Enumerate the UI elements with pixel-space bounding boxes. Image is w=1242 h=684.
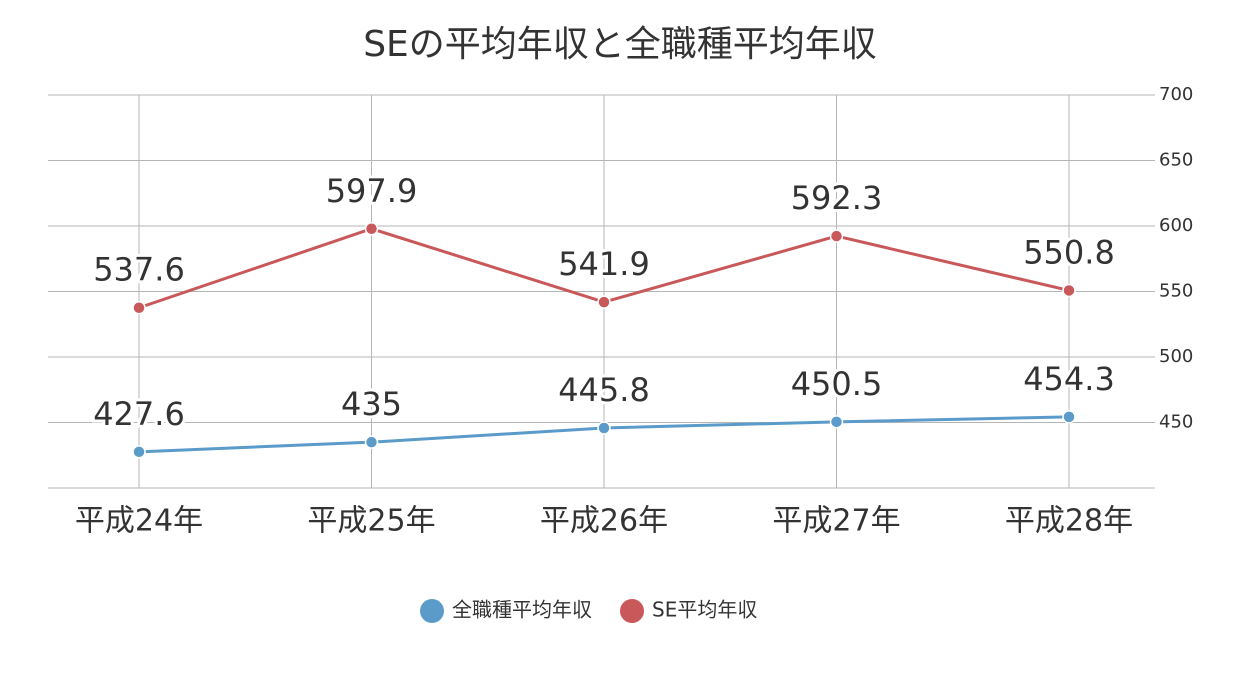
data-label: 450.5 — [791, 365, 883, 403]
x-tick-label: 平成24年 — [75, 504, 203, 539]
y-tick-label: 600 — [1159, 215, 1193, 236]
data-label: 597.9 — [326, 172, 418, 210]
legend-label: SE平均年収 — [652, 598, 757, 622]
data-point — [364, 435, 379, 449]
data-label: 427.6 — [93, 395, 185, 433]
data-label: 435 — [341, 385, 402, 423]
data-label: 537.6 — [93, 251, 185, 289]
y-tick-label: 700 — [1159, 84, 1193, 105]
y-tick-label: 550 — [1159, 281, 1193, 302]
x-tick-label: 平成27年 — [772, 504, 900, 539]
data-point — [132, 300, 146, 315]
x-tick-label: 平成28年 — [1005, 504, 1133, 539]
data-label: 592.3 — [791, 179, 883, 217]
data-label: 454.3 — [1023, 360, 1115, 398]
x-tick-label: 平成26年 — [540, 504, 668, 539]
y-tick-label: 650 — [1159, 150, 1193, 171]
data-point — [1062, 283, 1076, 298]
y-tick-label: 500 — [1159, 346, 1193, 367]
x-tick-label: 平成25年 — [307, 504, 435, 539]
legend: 全職種平均年収 SE平均年収 — [420, 598, 757, 623]
data-label: 445.8 — [558, 371, 650, 409]
data-point — [829, 415, 844, 429]
legend-marker — [620, 599, 644, 623]
data-label: 541.9 — [558, 245, 650, 283]
data-point — [132, 445, 146, 459]
legend-label: 全職種平均年収 — [452, 598, 592, 622]
data-point — [829, 229, 844, 243]
data-point — [597, 295, 611, 309]
data-point — [364, 222, 379, 236]
y-tick-label: 450 — [1159, 412, 1193, 433]
data-point — [597, 421, 611, 435]
chart-title: SEの平均年収と全職種平均年収 — [363, 24, 877, 65]
data-label: 550.8 — [1023, 233, 1115, 271]
data-point — [1062, 410, 1076, 424]
legend-marker — [420, 599, 444, 623]
